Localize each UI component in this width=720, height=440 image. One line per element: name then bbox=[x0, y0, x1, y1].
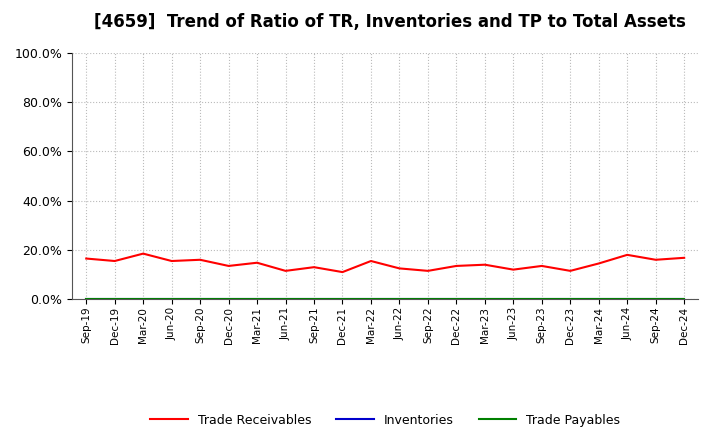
Inventories bbox=[338, 296, 347, 301]
Trade Receivables bbox=[167, 258, 176, 264]
Trade Payables bbox=[196, 296, 204, 301]
Trade Receivables bbox=[452, 263, 461, 268]
Trade Receivables bbox=[196, 257, 204, 262]
Trade Payables bbox=[509, 296, 518, 301]
Trade Payables bbox=[395, 296, 404, 301]
Trade Payables bbox=[282, 296, 290, 301]
Inventories bbox=[110, 296, 119, 301]
Trade Payables bbox=[110, 296, 119, 301]
Inventories bbox=[452, 296, 461, 301]
Trade Payables bbox=[652, 296, 660, 301]
Trade Payables bbox=[139, 296, 148, 301]
Trade Receivables bbox=[82, 256, 91, 261]
Inventories bbox=[623, 296, 631, 301]
Trade Receivables bbox=[338, 269, 347, 275]
Trade Payables bbox=[225, 296, 233, 301]
Inventories bbox=[680, 296, 688, 301]
Inventories bbox=[423, 296, 432, 301]
Inventories bbox=[595, 296, 603, 301]
Trade Payables bbox=[680, 296, 688, 301]
Inventories bbox=[225, 296, 233, 301]
Trade Payables bbox=[253, 296, 261, 301]
Inventories bbox=[167, 296, 176, 301]
Trade Payables bbox=[310, 296, 318, 301]
Trade Receivables bbox=[253, 260, 261, 265]
Trade Receivables bbox=[366, 258, 375, 264]
Inventories bbox=[82, 296, 91, 301]
Inventories bbox=[310, 296, 318, 301]
Trade Receivables bbox=[225, 263, 233, 268]
Inventories bbox=[652, 296, 660, 301]
Line: Trade Receivables: Trade Receivables bbox=[86, 253, 684, 272]
Inventories bbox=[139, 296, 148, 301]
Trade Payables bbox=[423, 296, 432, 301]
Inventories bbox=[253, 296, 261, 301]
Inventories bbox=[282, 296, 290, 301]
Trade Receivables bbox=[480, 262, 489, 268]
Trade Receivables bbox=[595, 261, 603, 266]
Trade Receivables bbox=[395, 266, 404, 271]
Trade Receivables bbox=[139, 251, 148, 256]
Trade Receivables bbox=[566, 268, 575, 274]
Trade Receivables bbox=[652, 257, 660, 262]
Trade Payables bbox=[623, 296, 631, 301]
Trade Payables bbox=[366, 296, 375, 301]
Text: [4659]  Trend of Ratio of TR, Inventories and TP to Total Assets: [4659] Trend of Ratio of TR, Inventories… bbox=[94, 13, 685, 31]
Trade Payables bbox=[566, 296, 575, 301]
Trade Payables bbox=[452, 296, 461, 301]
Trade Receivables bbox=[282, 268, 290, 274]
Inventories bbox=[509, 296, 518, 301]
Trade Receivables bbox=[537, 263, 546, 268]
Inventories bbox=[395, 296, 404, 301]
Inventories bbox=[366, 296, 375, 301]
Trade Receivables bbox=[310, 264, 318, 270]
Trade Payables bbox=[537, 296, 546, 301]
Inventories bbox=[537, 296, 546, 301]
Trade Payables bbox=[595, 296, 603, 301]
Trade Payables bbox=[338, 296, 347, 301]
Trade Receivables bbox=[509, 267, 518, 272]
Inventories bbox=[480, 296, 489, 301]
Trade Receivables bbox=[110, 258, 119, 264]
Legend: Trade Receivables, Inventories, Trade Payables: Trade Receivables, Inventories, Trade Pa… bbox=[145, 409, 625, 432]
Trade Receivables bbox=[680, 255, 688, 260]
Inventories bbox=[566, 296, 575, 301]
Trade Payables bbox=[82, 296, 91, 301]
Trade Receivables bbox=[423, 268, 432, 274]
Inventories bbox=[196, 296, 204, 301]
Trade Payables bbox=[167, 296, 176, 301]
Trade Receivables bbox=[623, 252, 631, 257]
Trade Payables bbox=[480, 296, 489, 301]
